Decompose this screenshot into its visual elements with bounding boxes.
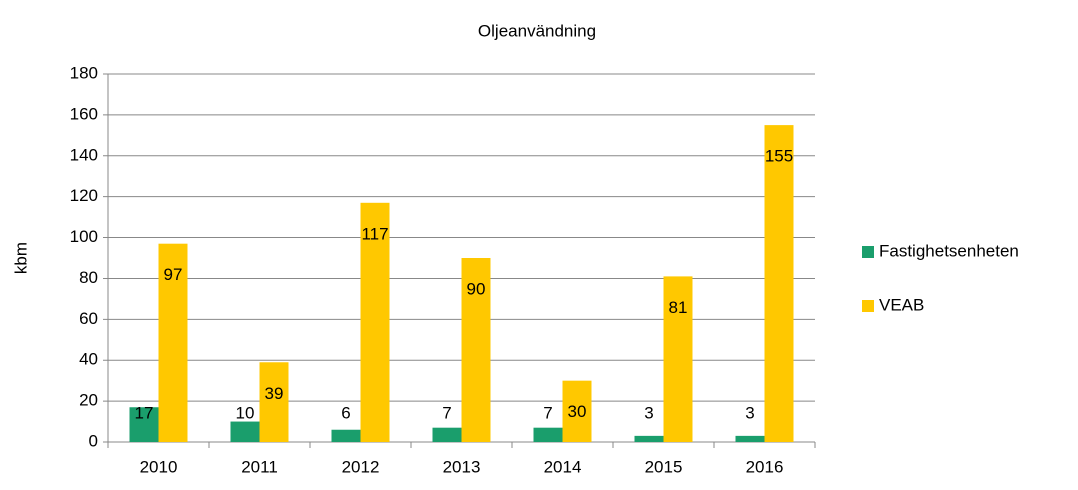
bar [764,125,794,442]
y-tick-label: 120 [70,186,98,205]
data-label: 30 [568,402,587,421]
y-tick-label: 100 [70,227,98,246]
legend-swatch [862,246,874,258]
y-tick-label: 40 [79,350,98,369]
y-tick-label: 20 [79,391,98,410]
bar [634,435,664,442]
x-tick-label: 2011 [241,457,278,476]
chart-title: Oljeanvändning [478,21,596,40]
data-label: 7 [442,403,451,422]
bar [735,435,765,442]
data-label: 17 [135,403,154,422]
y-axis-label: kbm [11,242,30,274]
data-label: 97 [164,265,183,284]
data-label: 10 [236,403,255,422]
x-tick-label: 2010 [140,457,178,476]
bar [360,202,390,442]
bar [562,380,592,442]
bar [158,243,188,442]
bar [533,427,563,442]
x-tick-label: 2012 [342,457,380,476]
y-tick-label: 0 [89,431,98,450]
bar [461,258,491,442]
bar [663,276,693,442]
y-tick-label: 60 [79,309,98,328]
x-tick-label: 2013 [443,457,481,476]
data-label: 7 [543,403,552,422]
bar [259,362,289,442]
bar [331,429,361,442]
legend-swatch [862,300,874,312]
data-label: 3 [745,403,754,422]
x-tick-label: 2015 [645,457,683,476]
data-label: 6 [341,403,350,422]
bar [432,427,462,442]
y-tick-label: 80 [79,268,98,287]
data-label: 39 [265,384,284,403]
data-label: 3 [644,403,653,422]
data-label: 155 [765,147,793,166]
data-label: 117 [361,224,388,243]
legend-label: VEAB [879,295,924,314]
x-tick-label: 2016 [746,457,784,476]
x-tick-label: 2014 [544,457,582,476]
y-tick-label: 160 [70,104,98,123]
data-label: 81 [669,298,688,317]
bar [230,421,260,442]
data-label: 90 [467,279,486,298]
y-tick-label: 180 [70,63,98,82]
y-tick-label: 140 [70,145,98,164]
legend-label: Fastighetsenheten [879,241,1019,260]
bar [129,407,159,442]
